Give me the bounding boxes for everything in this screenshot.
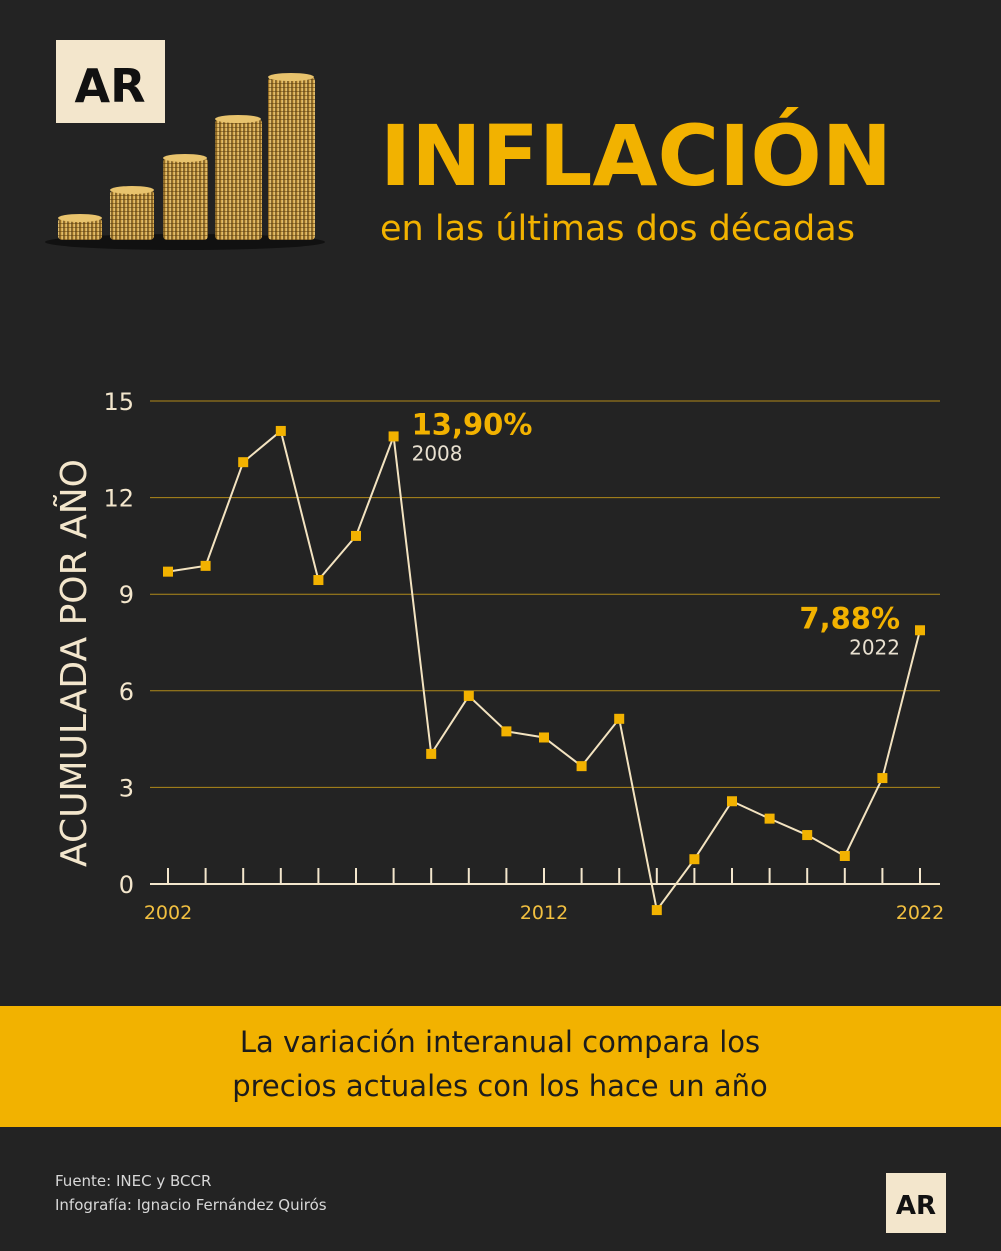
marker <box>576 761 587 772</box>
marker <box>839 850 850 861</box>
marker <box>915 625 925 636</box>
marker <box>727 796 737 807</box>
marker <box>539 732 549 743</box>
marker <box>351 530 361 541</box>
annotation-value: 7,88% <box>799 601 900 635</box>
annotation-year: 2022 <box>849 635 900 659</box>
credit: Infografía: Ignacio Fernández Quirós <box>55 1196 327 1214</box>
logo: AR <box>74 59 145 113</box>
marker <box>313 575 324 586</box>
marker <box>163 566 173 577</box>
marker <box>426 748 437 759</box>
marker <box>463 690 474 701</box>
y-tick-label: 9 <box>119 581 134 609</box>
marker <box>802 830 813 841</box>
logo-box <box>56 40 165 123</box>
y-tick-label: 12 <box>103 485 134 513</box>
logo-box <box>886 1173 946 1233</box>
y-tick-label: 3 <box>119 774 134 802</box>
marker <box>651 905 662 916</box>
note-line: La variación interanual compara los <box>240 1025 760 1059</box>
title: INFLACIÓN <box>380 107 892 205</box>
note-line: precios actuales con los hace un año <box>232 1069 768 1103</box>
annotation-year: 2008 <box>412 441 463 465</box>
banner <box>0 1006 1001 1127</box>
y-tick-label: 15 <box>103 388 134 416</box>
x-tick-label: 2002 <box>144 902 192 924</box>
y-tick-label: 6 <box>119 678 134 706</box>
logo: AR <box>896 1191 936 1221</box>
source: Fuente: INEC y BCCR <box>55 1172 211 1190</box>
marker <box>614 713 625 724</box>
marker <box>238 457 249 468</box>
y-tick-label: 0 <box>119 871 134 899</box>
marker <box>501 726 512 737</box>
marker <box>877 773 888 784</box>
subtitle: en las últimas dos décadas <box>380 209 855 249</box>
x-tick-label: 2012 <box>520 902 568 924</box>
y-axis-title: ACUMULADA POR AÑO <box>53 459 95 867</box>
marker <box>764 813 775 824</box>
x-tick-label: 2022 <box>896 902 944 924</box>
coins-illustration <box>45 73 325 250</box>
marker <box>689 854 700 865</box>
annotation-value: 13,90% <box>412 407 533 441</box>
marker <box>275 425 286 436</box>
marker <box>388 431 399 442</box>
marker <box>200 560 211 571</box>
